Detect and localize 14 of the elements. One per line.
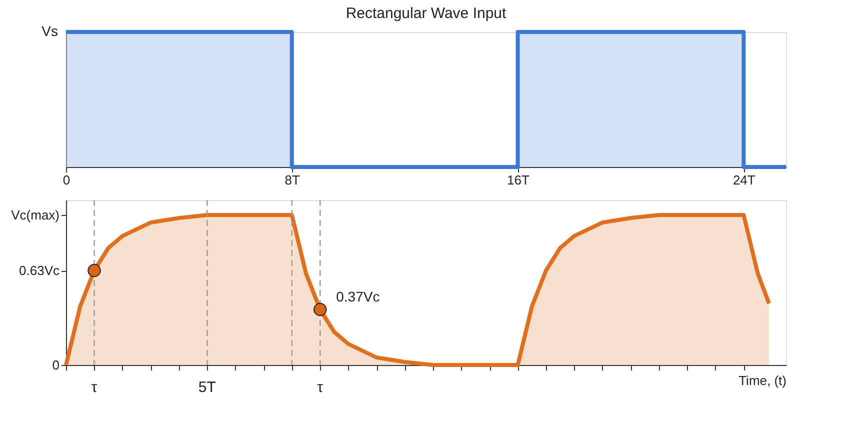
chart-title: Rectangular Wave Input (346, 5, 508, 22)
y-tick-label: 0 (52, 358, 60, 372)
ref-line-label: τ (91, 379, 98, 396)
x-tick-label: 16T (507, 172, 530, 188)
y-tick-label: 0.63Vc (19, 263, 60, 278)
x-tick-label: 8T (284, 172, 300, 188)
x-axis-title: Time, (t) (738, 373, 786, 388)
x-tick-label: 24T (732, 172, 756, 188)
x-tick-label: 0 (62, 172, 70, 188)
y-tick-label: Vc(max) (11, 208, 60, 222)
annotation: 0.37Vc (336, 288, 380, 304)
ref-line-label: τ (317, 379, 324, 396)
annotation: Vs (42, 23, 58, 39)
ref-line-label: 5T (198, 379, 216, 396)
